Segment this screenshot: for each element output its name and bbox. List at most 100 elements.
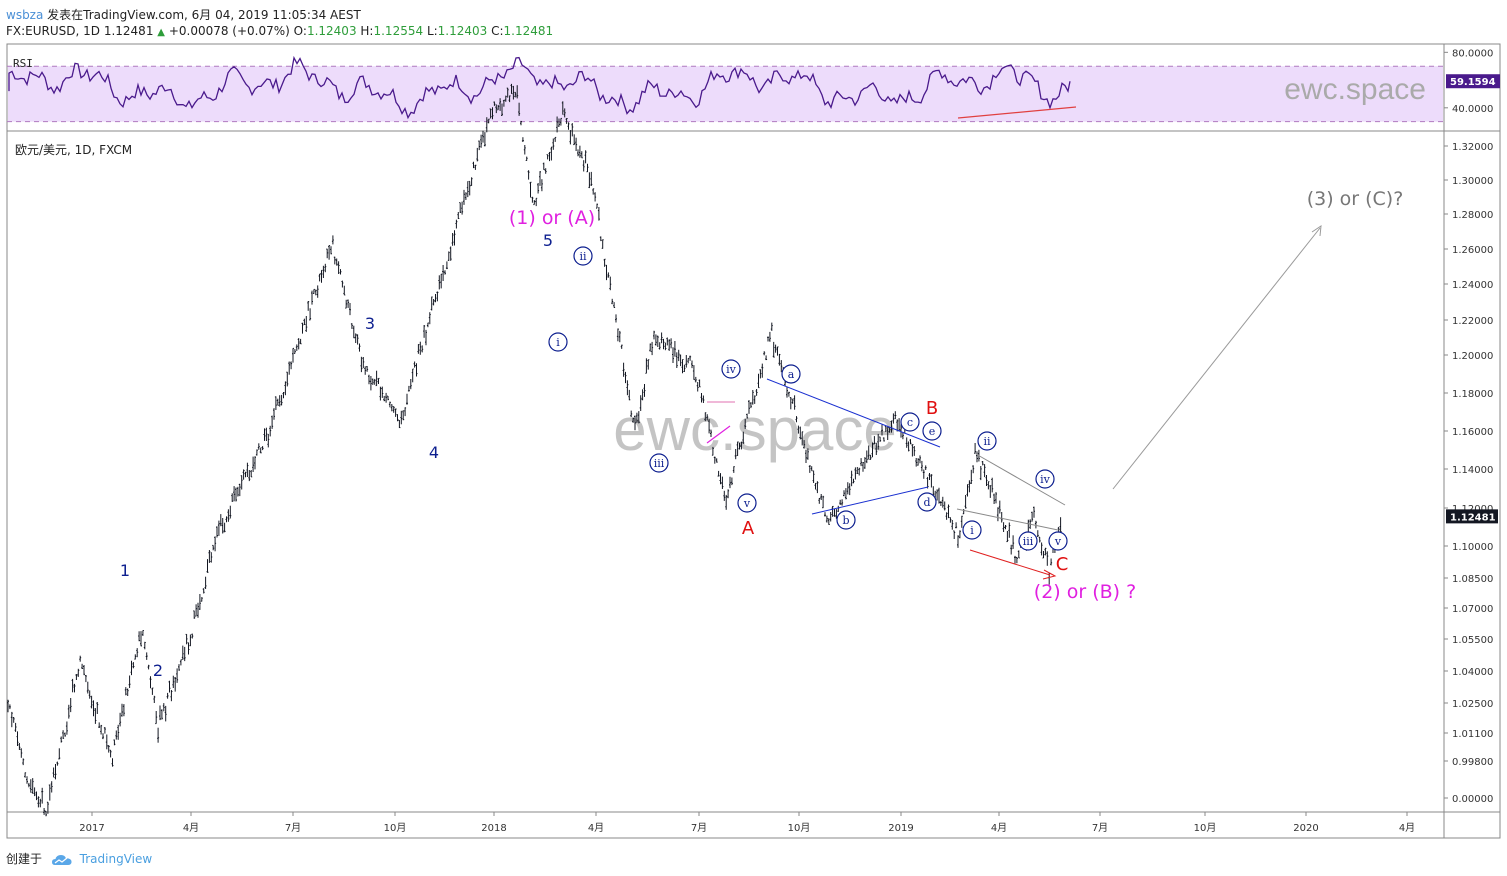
time-tick-label: 4月 [1399,822,1415,834]
price-tick-label: 1.07000 [1452,604,1493,615]
main-watermark: ewc.space [613,396,896,463]
wave-v-second-label-circle [1048,531,1068,551]
time-tick-label: 4月 [183,822,199,834]
price-tick-label: 1.18000 [1452,389,1493,400]
wave-iii-second-label-circle [1018,531,1038,551]
wave-c-label: c [907,416,913,429]
time-tick-label: 10月 [788,822,811,834]
diagonal-lower-line [956,508,1059,531]
time-tick-label: 4月 [991,822,1007,834]
last-price-label: 1.12481 [1450,512,1496,523]
wave-2-label: 2 [153,661,163,680]
price-tick-label: 1.16000 [1452,427,1493,438]
price-tick-label: 1.32000 [1452,142,1493,153]
wave-4-label: 4 [429,443,439,462]
wave-a-label-circle [781,364,801,384]
wave-e-label: e [929,425,936,438]
price-tick-label: 1.20000 [1452,351,1493,362]
wave-1-label: 1 [120,561,130,580]
time-tick-label: 2020 [1293,823,1318,834]
wave-ii-second-label: ii [983,435,991,448]
wave-v-label-circle [737,493,757,513]
wave-d-label-circle [917,492,937,512]
wave-5-label: 5 [543,231,553,250]
rsi-line [8,55,1071,120]
price-tick-label: 0.99800 [1452,757,1493,768]
price-tick-label: 1.05500 [1452,635,1493,646]
high-value: 1.12554 [373,24,424,38]
rsi-value-label: 59.1594 [1450,77,1496,88]
tradingview-brand[interactable]: TradingView [79,852,153,866]
wave-d-label: d [923,496,930,509]
price-tick-label: 1.04000 [1452,667,1493,678]
wave-iii-label: iii [654,457,665,470]
time-tick-label: 2017 [79,823,104,834]
high-label: H: [360,24,374,38]
time-tick-label: 7月 [1092,822,1108,834]
projection-up-arrow [1112,227,1321,490]
price-tick-label: 1.24000 [1452,280,1493,291]
price-tick-label: 1.26000 [1452,245,1493,256]
triangle-lower-line [811,486,929,515]
diagonal-upper-line [975,453,1066,506]
rsi-tick-label: 40.0000 [1452,104,1493,115]
main-title: 欧元/美元, 1D, FXCM [15,143,132,157]
time-tick-label: 2018 [481,823,506,834]
wave-b-label: b [842,514,849,527]
wave-i-second-label: i [970,524,974,537]
wave-ii-second-label-circle [977,431,997,451]
created-by-label: 创建于 [6,852,43,866]
rsi-watermark: ewc.space [1284,73,1426,106]
rsi-value-tag [1446,74,1500,89]
open-value: 1.12403 [306,24,357,38]
wave-e-label-circle [922,421,942,441]
symbol-info: FX:EURUSD, 1D 1.12481 [6,24,154,38]
time-tick-label: 7月 [691,822,707,834]
time-tick-label: 4月 [588,822,604,834]
wave-a-label: a [788,368,795,381]
time-tick-label: 10月 [1194,822,1217,834]
wave-iv-second-label: iv [1040,473,1051,486]
rsi-title: RSI [13,57,33,70]
price-tick-label: 0.00000 [1452,794,1493,805]
author-name[interactable]: wsbza [6,8,44,22]
wave-c-label-circle [900,412,920,432]
wave-v-label: v [743,497,751,510]
wave-2-or-B-label: (2) or (B) ? [1034,581,1136,603]
price-tick-label: 1.01100 [1452,729,1493,740]
wave-iv-line [706,425,731,444]
wave-iv-label: iv [726,363,737,376]
time-tick-label: 10月 [384,822,407,834]
last-price-tag [1446,509,1498,524]
wave-3-or-C-label: (3) or (C)? [1307,188,1404,210]
rsi-divergence-line [957,106,1077,119]
time-tick-label: 2019 [888,823,913,834]
wave-b-label-circle [836,510,856,530]
close-label: C: [491,24,504,38]
tradingview-cloud-icon [51,854,72,865]
chart-frame [6,43,1501,839]
price-tick-label: 1.30000 [1452,176,1493,187]
publish-info: 发表在TradingView.com, 6月 04, 2019 11:05:34… [47,8,361,22]
up-arrow-icon: ▲ [157,27,165,38]
wave-ii-label: ii [579,250,587,263]
wave-iv-second-label-circle [1035,469,1055,489]
triangle-upper-line [766,378,941,448]
close-value: 1.12481 [503,24,554,38]
price-change: +0.00078 (+0.07%) [168,24,290,38]
price-tick-label: 1.22000 [1452,316,1493,327]
footer: 创建于 TradingView [6,850,152,867]
price-tick-label: 1.28000 [1452,210,1493,221]
arrow-head-icon [1311,224,1322,237]
wave-i-second-label-circle [962,520,982,540]
wave-i-label-circle [548,332,568,352]
rsi-tick-label: 80.0000 [1452,48,1493,59]
wave-iv-label-circle [721,359,741,379]
price-tick-label: 1.10000 [1452,542,1493,553]
open-label: O: [293,24,307,38]
wave-ii-label-circle [573,246,593,266]
wave-C-label: C [1056,554,1069,575]
arrow-head-icon [1042,569,1057,580]
price-tick-label: 1.14000 [1452,465,1493,476]
